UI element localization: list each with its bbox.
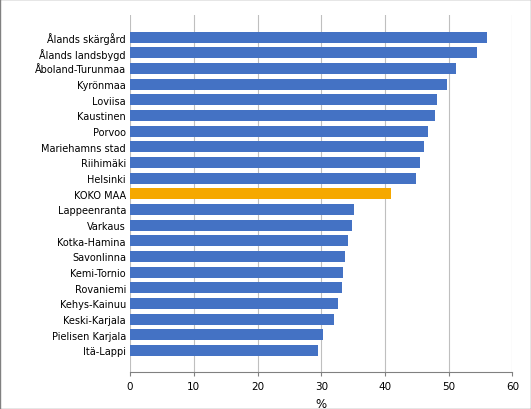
- Bar: [130, 64, 456, 75]
- Bar: [130, 267, 343, 278]
- Bar: [130, 330, 322, 340]
- Bar: [130, 220, 352, 231]
- Bar: [130, 157, 420, 169]
- Bar: [130, 95, 437, 106]
- Bar: [130, 33, 487, 43]
- X-axis label: %: %: [316, 397, 327, 409]
- Bar: [130, 283, 341, 294]
- Bar: [130, 173, 416, 184]
- Bar: [130, 189, 391, 200]
- Bar: [130, 314, 334, 325]
- Bar: [130, 236, 348, 247]
- Bar: [130, 142, 424, 153]
- Bar: [130, 48, 477, 59]
- Bar: [130, 79, 448, 90]
- Bar: [130, 251, 345, 262]
- Bar: [130, 298, 338, 309]
- Bar: [130, 111, 435, 121]
- Bar: [130, 204, 354, 216]
- Bar: [130, 126, 429, 137]
- Bar: [130, 345, 318, 356]
